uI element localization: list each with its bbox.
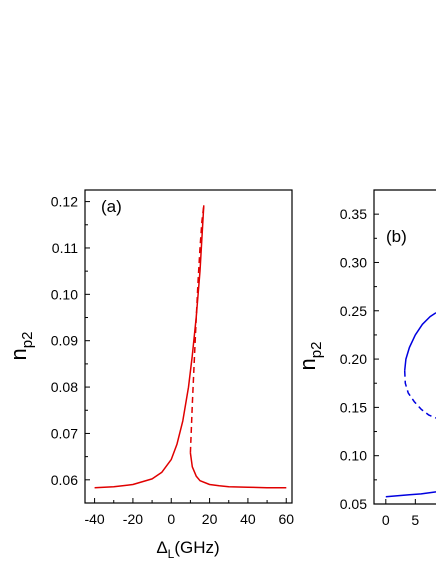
x-tick-label: -20 [123,511,143,527]
panel-b-y-axis-label-main: n [295,358,320,370]
panel-a-series [94,205,287,489]
panel-b-frame [373,189,436,505]
y-tick-label: 0.10 [51,286,78,302]
y-tick-label: 0.06 [51,472,78,488]
panel-a-y-axis-label-main: n [6,348,31,360]
y-tick-label: 0.09 [51,333,78,349]
series-line-2 [403,312,436,371]
y-tick-label: 0.12 [51,194,78,210]
panel-a-x-ticks: -40 -20 0 20 40 60 [84,498,294,527]
y-tick-label: 0.11 [52,240,78,256]
series-line-3 [189,452,287,489]
y-tick-label: 0.08 [51,379,78,395]
panel-a-y-axis-label-sub: p2 [19,332,36,349]
series-line-1 [94,205,205,489]
panel-a: 0.06 0.07 0.08 0.09 0.10 0.11 0.12 -40 -20 0 20 40… [6,189,294,561]
panel-b-y-axis-label-sub: p2 [308,342,325,359]
panel-a-y-ticks: 0.06 0.07 0.08 0.09 0.10 0.11 0.12 [51,194,90,488]
panel-a-x-axis-label-sub: L [168,547,175,561]
panel-a-label: (a) [101,197,122,216]
panel-a-y-axis-label: np2 [6,332,36,361]
x-tick-label: 0 [382,512,390,528]
x-tick-label: -40 [84,511,104,527]
y-tick-label: 0.30 [340,254,367,270]
x-tick-label: 0 [167,511,175,527]
y-tick-label: 0.05 [340,496,367,512]
panel-a-x-axis-label-main: Δ [156,538,167,557]
x-tick-label: 20 [202,511,218,527]
series-line-2 [189,205,205,453]
panel-b-y-axis-label: np2 [295,342,325,371]
y-tick-label: 0.15 [340,399,367,415]
y-tick-label: 0.35 [340,206,367,222]
panel-b-label: (b) [386,227,407,246]
panel-a-x-axis-label: ΔL(GHz) [156,538,219,561]
panel-a-frame [84,189,293,504]
series-line-1 [385,491,436,498]
panel-a-x-axis-label-unit: (GHz) [174,538,219,557]
panel-b-y-ticks: 0.05 0.10 0.15 0.20 0.25 0.30 0.35 [340,206,379,512]
y-tick-label: 0.07 [51,425,78,441]
x-tick-label: 60 [278,511,294,527]
x-tick-label: 40 [240,511,256,527]
panel-b-series [385,312,436,498]
x-tick-label: 5 [411,512,419,528]
y-tick-label: 0.25 [340,303,367,319]
y-tick-label: 0.20 [340,351,367,367]
y-tick-label: 0.10 [340,448,367,464]
series-line-3 [403,370,436,419]
